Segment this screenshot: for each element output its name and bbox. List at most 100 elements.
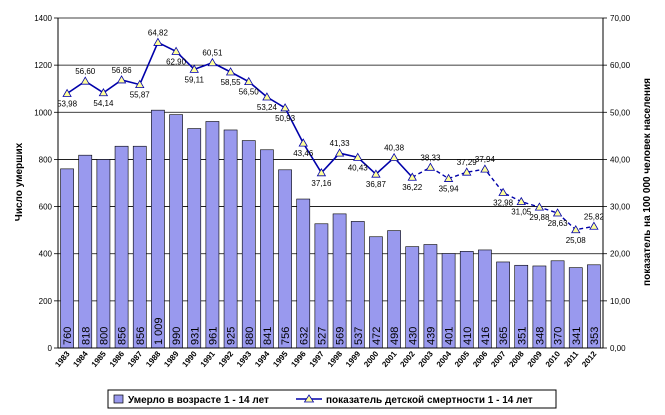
bar-value-label: 880	[244, 327, 256, 345]
bar-value-label: 760	[62, 327, 74, 345]
x-tick-label: 1984	[71, 349, 90, 369]
line-marker	[262, 92, 272, 101]
y2-tick-label: 50,00	[610, 108, 631, 117]
bar	[241, 140, 256, 349]
point-value-label: 53,98	[57, 100, 78, 109]
bar	[278, 169, 292, 349]
line-marker	[353, 152, 363, 161]
point-value-label: 41,33	[330, 139, 351, 148]
bar	[223, 129, 238, 349]
line-marker	[280, 103, 290, 112]
y-tick-label: 1200	[34, 61, 52, 70]
y-tick-label: 1000	[34, 108, 52, 117]
line-marker	[371, 169, 381, 178]
bar-value-label: 841	[262, 327, 274, 345]
bar-series	[60, 109, 601, 349]
y-axis-label: Число умерших	[14, 142, 25, 221]
bar	[296, 198, 311, 349]
point-value-label: 36,22	[402, 183, 423, 192]
bar	[132, 145, 147, 349]
line-marker	[516, 196, 526, 206]
x-tick-label: 2012	[580, 349, 599, 369]
bar	[114, 145, 129, 349]
legend-bar-label: Умерло в возрасте 1 - 14 лет	[128, 395, 269, 406]
x-tick-label: 2001	[380, 349, 399, 369]
bar-value-label: 353	[589, 327, 601, 345]
line-marker	[116, 75, 127, 84]
x-tick-label: 1993	[235, 349, 254, 369]
x-tick-label: 1998	[326, 349, 345, 369]
x-axis-ticks: 1983 1984 1985 1986 1987 1988 1989 1990 1991 1992…	[53, 349, 599, 369]
x-tick-label: 1990	[180, 349, 199, 369]
x-tick-label: 2008	[507, 349, 526, 369]
bar-value-label: 348	[534, 327, 546, 345]
point-value-label: 64,82	[148, 28, 169, 37]
point-value-label: 43,46	[293, 149, 314, 158]
point-value-label: 37,29	[457, 158, 478, 167]
y-tick-label: 1400	[34, 14, 52, 23]
legend: Умерло в возрасте 1 - 14 лет показатель …	[107, 389, 557, 409]
line-marker	[62, 88, 72, 97]
line-marker	[443, 173, 454, 182]
x-tick-label: 2009	[526, 349, 545, 369]
line-segment-dashed	[411, 166, 595, 231]
x-tick-label: 2003	[417, 349, 436, 369]
bar-value-label: 931	[189, 327, 201, 345]
legend-box	[107, 389, 557, 409]
line-marker	[589, 221, 599, 230]
line-marker	[135, 79, 145, 89]
point-value-label: 32,98	[493, 199, 514, 208]
right-axis-ticks: 0,00 10,00 20,00 30,00 40,00 50,00 60,00 70,00	[603, 14, 631, 353]
bar-value-label: 1 009	[153, 317, 165, 345]
legend-bar-swatch	[113, 394, 124, 404]
line-marker	[80, 76, 90, 85]
point-value-label: 53,24	[257, 103, 278, 112]
line-marker	[498, 187, 508, 196]
line-marker	[334, 148, 345, 157]
line-marker	[98, 87, 109, 97]
legend-line-label: показатель детской смертности 1 - 14 лет	[326, 395, 533, 406]
bar-value-label: 365	[498, 327, 510, 345]
y2-tick-label: 60,00	[610, 61, 631, 70]
point-value-label: 56,50	[239, 88, 260, 97]
bar-value-label: 370	[553, 327, 565, 345]
bar-value-label: 961	[207, 327, 219, 345]
bar-value-label: 439	[425, 327, 437, 345]
point-value-label: 25,08	[566, 236, 587, 245]
bar-value-label: 472	[371, 327, 383, 345]
y2-tick-label: 40,00	[610, 155, 631, 164]
x-tick-label: 1988	[144, 349, 163, 369]
line-marker	[153, 37, 163, 46]
point-value-label: 37,16	[311, 179, 332, 188]
x-tick-label: 1991	[199, 349, 218, 369]
line-marker	[298, 138, 308, 147]
bar	[96, 159, 111, 349]
bar-value-label: 632	[298, 327, 310, 345]
bar	[169, 114, 183, 349]
bar-value-label: 756	[280, 327, 292, 345]
x-tick-label: 2010	[544, 349, 563, 369]
x-tick-label: 2005	[453, 349, 472, 369]
x-tick-label: 2002	[398, 349, 417, 369]
line-marker	[171, 46, 181, 55]
x-tick-label: 1989	[162, 349, 181, 369]
point-value-label: 58,55	[221, 78, 242, 87]
x-tick-label: 1986	[108, 349, 127, 369]
point-value-label: 60,51	[202, 49, 223, 58]
line-marker	[552, 208, 563, 217]
point-value-label: 31,05	[511, 208, 532, 217]
point-value-label: 36,87	[366, 180, 387, 189]
y2-axis-label: показатель на 100 000 человек населения	[642, 78, 653, 286]
line-marker	[389, 152, 399, 162]
x-tick-label: 1994	[253, 349, 272, 369]
bar-value-label: 569	[335, 327, 347, 345]
point-value-label: 29,88	[529, 213, 550, 222]
bar-value-label: 800	[98, 327, 110, 345]
bar-value-label: 341	[571, 327, 583, 345]
line-marker	[244, 76, 254, 86]
x-tick-label: 2000	[362, 349, 381, 369]
point-value-label: 40,43	[348, 163, 369, 172]
y2-tick-label: 30,00	[610, 203, 631, 212]
bar-value-label: 856	[135, 327, 147, 345]
left-axis-ticks: 0 200 400 600 800 1000 1200 1400	[34, 14, 58, 353]
